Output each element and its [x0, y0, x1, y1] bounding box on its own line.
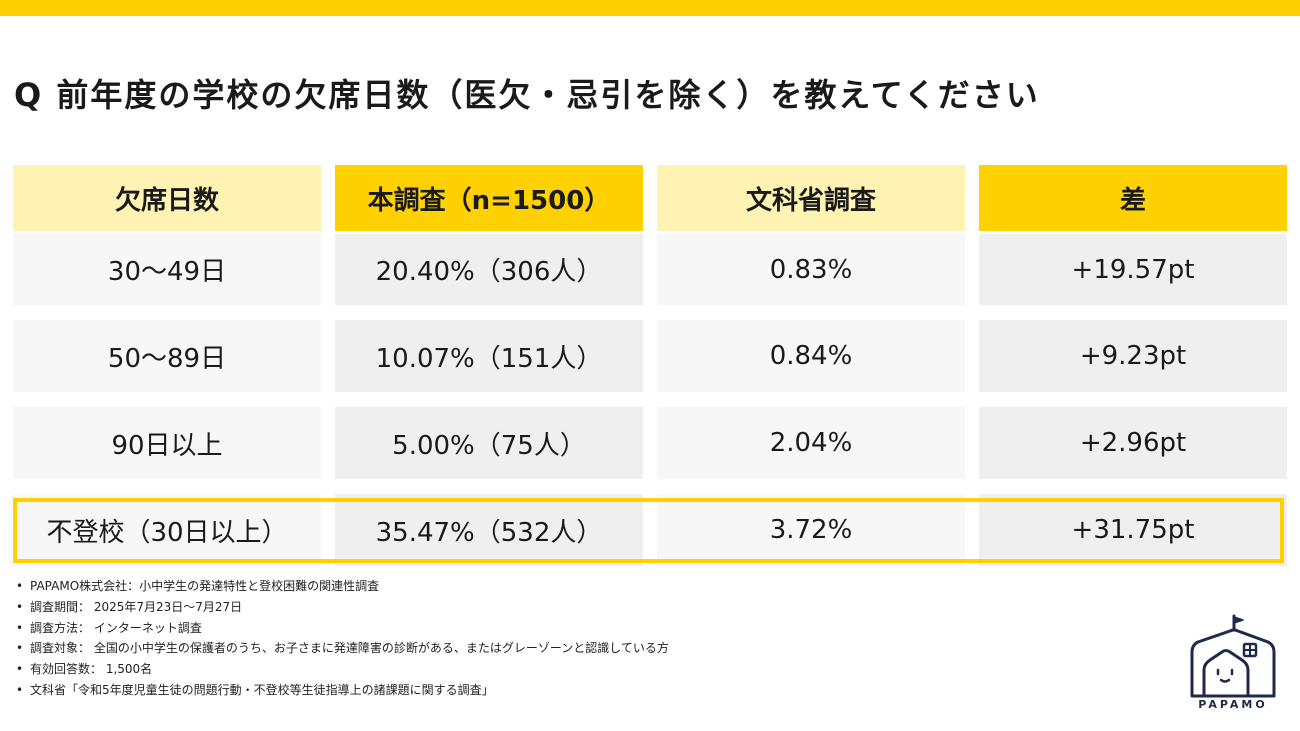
table-cell-this-survey: 20.40%（306人） — [335, 234, 643, 305]
logo-wordmark: PAPAMO — [1198, 698, 1268, 711]
table-cell-mext: 0.83% — [657, 234, 965, 305]
table-cell-mext: 0.84% — [657, 320, 965, 392]
page-title: Q 前年度の学校の欠席日数（医欠・忌引を除く）を教えてください — [14, 76, 1040, 114]
note-item: 文科省「令和5年度児童生徒の問題行動・不登校等生徒指導上の諸課題に関する調査」 — [16, 680, 669, 701]
house-with-face-icon — [1190, 614, 1276, 698]
table-cell-category: 90日以上 — [13, 407, 321, 479]
header-this-survey: 本調査（n=1500） — [335, 165, 643, 231]
note-item: 調査期間： 2025年7月23日〜7月27日 — [16, 597, 669, 618]
table-cell-category: 50〜89日 — [13, 320, 321, 392]
table-cell-category: 30〜49日 — [13, 234, 321, 305]
note-item: PAPAMO株式会社：小中学生の発達特性と登校困難の関連性調査 — [16, 576, 669, 597]
table-cell-this-survey: 10.07%（151人） — [335, 320, 643, 392]
table-cell-mext: 3.72% — [657, 494, 965, 566]
note-item: 調査方法： インターネット調査 — [16, 618, 669, 639]
header-mext-survey: 文科省調査 — [657, 165, 965, 231]
table-cell-diff: +2.96pt — [979, 407, 1287, 479]
highlight-frame — [13, 498, 1284, 563]
header-absence-days: 欠席日数 — [13, 165, 321, 231]
table-cell-diff: +19.57pt — [979, 234, 1287, 305]
survey-notes: PAPAMO株式会社：小中学生の発達特性と登校困難の関連性調査 調査期間： 20… — [16, 576, 669, 701]
table-cell-mext: 2.04% — [657, 407, 965, 479]
table-cell-diff: +31.75pt — [979, 494, 1287, 566]
table-cell-diff: +9.23pt — [979, 320, 1287, 392]
top-accent-bar — [0, 0, 1300, 16]
note-item: 有効回答数： 1,500名 — [16, 659, 669, 680]
note-item: 調査対象： 全国の小中学生の保護者のうち、お子さまに発達障害の診断がある、または… — [16, 638, 669, 659]
header-difference: 差 — [979, 165, 1287, 231]
table-cell-category: 不登校（30日以上） — [13, 494, 321, 566]
table-cell-this-survey: 35.47%（532人） — [335, 494, 643, 566]
table-cell-this-survey: 5.00%（75人） — [335, 407, 643, 479]
